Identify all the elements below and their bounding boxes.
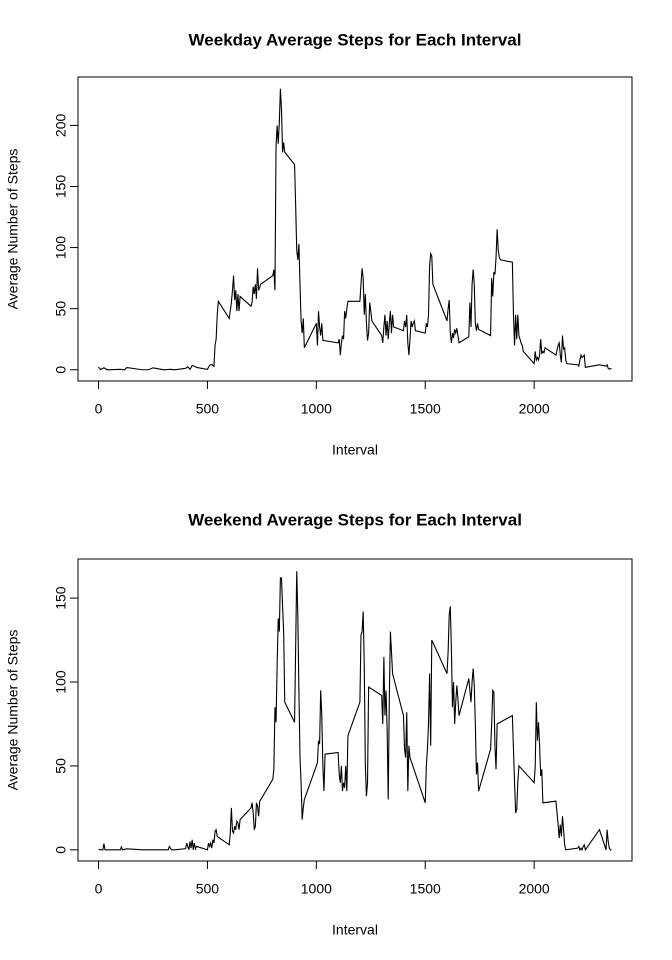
plot-box [77,76,633,382]
y-axis-label: Average Number of Steps [5,630,21,791]
x-tick-label: 500 [196,881,220,897]
x-tick-label: 1500 [410,401,441,417]
y-tick-label: 50 [53,301,69,317]
chart-title: Weekend Average Steps for Each Interval [188,510,522,529]
x-tick-label: 2000 [519,881,550,897]
y-tick-label: 50 [53,758,69,774]
x-tick-label: 500 [196,401,220,417]
y-tick-label: 200 [53,113,69,137]
chart-title: Weekday Average Steps for Each Interval [189,30,522,49]
x-tick-label: 0 [95,401,103,417]
y-axis-label: Average Number of Steps [5,149,21,310]
x-axis-label: Interval [332,922,378,938]
y-tick-label: 150 [53,586,69,610]
y-tick-label: 0 [53,846,69,854]
y-tick-label: 150 [53,175,69,199]
plot-box [77,558,633,862]
x-tick-label: 0 [95,881,103,897]
x-tick-label: 1500 [410,881,441,897]
data-line [98,88,612,371]
x-tick-label: 1000 [301,401,332,417]
x-tick-label: 2000 [519,401,550,417]
y-tick-label: 0 [53,366,69,374]
y-tick-label: 100 [53,670,69,694]
x-tick-label: 1000 [301,881,332,897]
x-axis-label: Interval [332,442,378,458]
data-line [98,571,612,852]
y-tick-label: 100 [53,236,69,260]
